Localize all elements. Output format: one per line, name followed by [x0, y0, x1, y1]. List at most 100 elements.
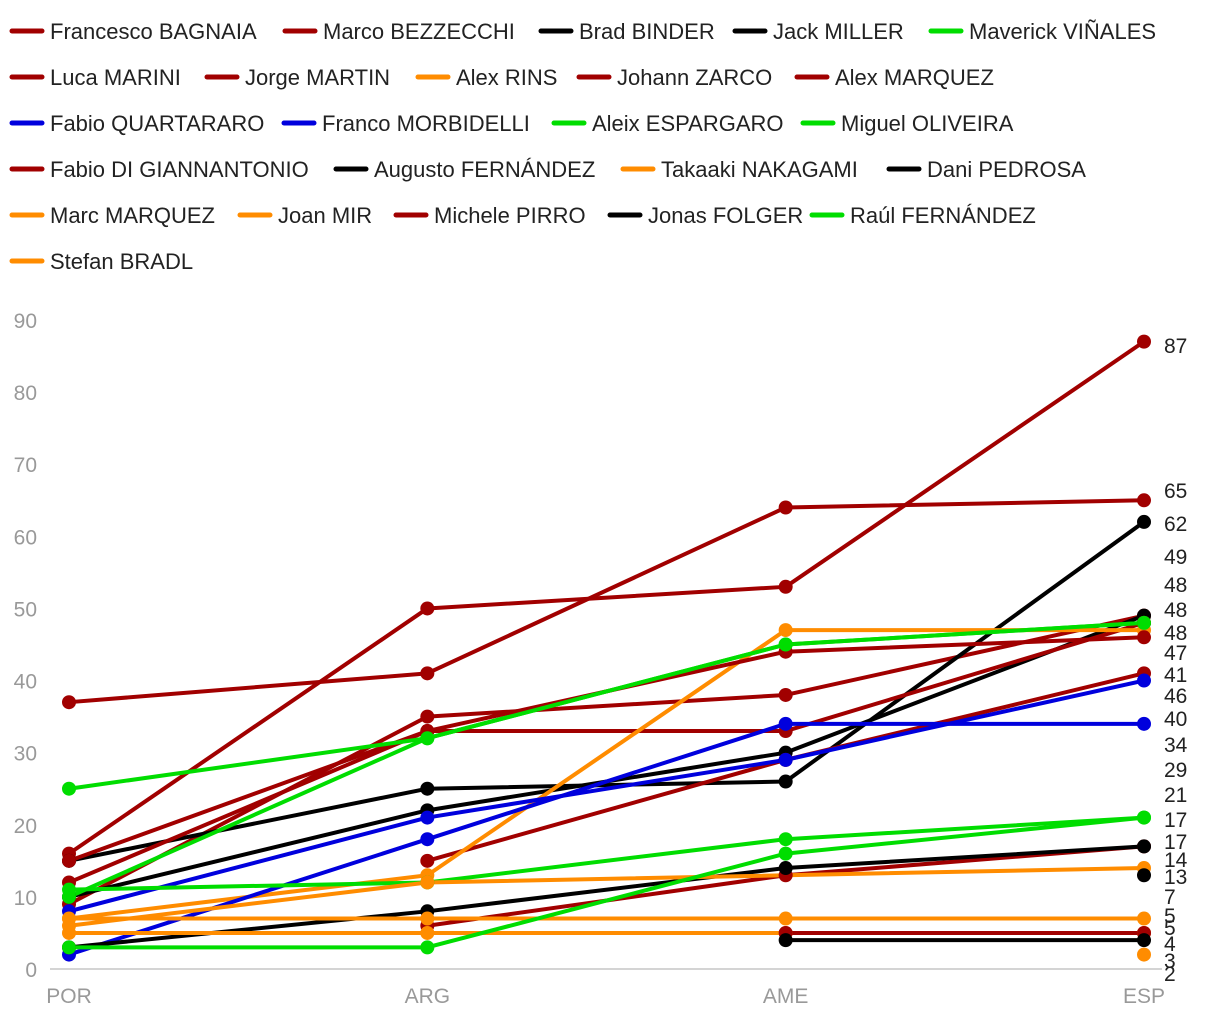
y-tick-label: 30	[14, 743, 37, 766]
data-point	[778, 846, 793, 861]
legend-label: Maverick VIÑALES	[969, 19, 1156, 44]
legend-label: Jack MILLER	[773, 19, 904, 44]
data-point	[778, 579, 793, 594]
data-point	[420, 911, 435, 926]
end-value-label: 7	[1164, 886, 1176, 909]
series-line	[67, 498, 1146, 705]
legend-label: Fabio QUARTARARO	[50, 111, 264, 136]
data-point	[778, 637, 793, 652]
y-tick-label: 10	[14, 887, 37, 910]
y-tick-label: 80	[14, 382, 37, 405]
y-tick-label: 90	[14, 310, 37, 333]
data-point	[778, 716, 793, 731]
data-point	[1137, 868, 1151, 883]
legend-label: Marco BEZZECCHI	[323, 19, 515, 44]
series-line	[67, 815, 1146, 892]
data-point	[62, 853, 76, 868]
data-point	[420, 666, 435, 681]
data-point	[1137, 947, 1151, 962]
legend-label: Aleix ESPARGARO	[592, 111, 784, 136]
data-point	[1137, 630, 1151, 645]
data-point	[1137, 673, 1151, 688]
end-value-label: 40	[1164, 708, 1187, 731]
legend-label: Luca MARINI	[50, 65, 181, 90]
end-value-label: 46	[1164, 685, 1187, 708]
legend-label: Augusto FERNÁNDEZ	[374, 157, 595, 182]
data-point	[1137, 334, 1151, 349]
data-point	[1137, 911, 1151, 926]
legend-label: Joan MIR	[278, 203, 372, 228]
end-value-label: 2	[1164, 963, 1176, 986]
data-point	[1137, 716, 1151, 731]
y-tick-label: 0	[25, 959, 37, 982]
end-value-label: 14	[1164, 849, 1188, 872]
legend-label: Johann ZARCO	[617, 65, 772, 90]
y-tick-label: 50	[14, 598, 37, 621]
legend-label: Miguel OLIVEIRA	[841, 111, 1014, 136]
data-point	[62, 911, 76, 926]
legend-label: Alex RINS	[456, 65, 557, 90]
data-point	[1137, 615, 1151, 630]
end-value-label: 13	[1164, 866, 1187, 889]
data-point	[420, 853, 435, 868]
legend-label: Marc MARQUEZ	[50, 203, 215, 228]
data-point	[420, 875, 435, 890]
x-tick-label: POR	[46, 985, 92, 1008]
end-value-label: 62	[1164, 513, 1187, 536]
legend-label: Jonas FOLGER	[648, 203, 803, 228]
end-value-label: 65	[1164, 480, 1187, 503]
data-point	[1137, 933, 1151, 948]
legend-label: Michele PIRRO	[434, 203, 586, 228]
y-tick-label: 60	[14, 526, 37, 549]
data-point	[62, 925, 76, 940]
data-point	[778, 623, 793, 638]
x-axis: POR ARG AME ESP	[46, 968, 1165, 1008]
data-point	[420, 925, 435, 940]
data-point	[778, 832, 793, 847]
x-tick-label: ESP	[1123, 985, 1165, 1008]
data-point	[420, 601, 435, 616]
data-point	[62, 940, 76, 955]
x-tick-label: AME	[763, 985, 809, 1008]
legend-label: Dani PEDROSA	[927, 157, 1086, 182]
series-line	[67, 620, 1146, 863]
data-point	[420, 810, 435, 825]
legend-label: Francesco BAGNAIA	[50, 19, 257, 44]
end-value-label: 17	[1164, 831, 1187, 854]
series-line	[67, 678, 1146, 914]
data-point	[420, 781, 435, 796]
series-line	[67, 815, 1146, 950]
end-value-label: 3	[1164, 950, 1176, 973]
series-line	[67, 613, 1146, 907]
end-value-labels: 8765624948484847414640342921171714137554…	[1164, 335, 1188, 986]
data-point	[778, 911, 793, 926]
data-point	[62, 695, 76, 710]
data-point	[778, 774, 793, 789]
end-value-label: 29	[1164, 759, 1187, 782]
x-tick-label: ARG	[405, 985, 451, 1008]
end-value-label: 49	[1164, 546, 1187, 569]
data-point	[778, 933, 793, 948]
legend-label: Takaaki NAKAGAMI	[661, 157, 858, 182]
data-point	[778, 752, 793, 767]
end-value-label: 41	[1164, 664, 1187, 687]
end-value-label: 48	[1164, 622, 1187, 645]
end-value-label: 47	[1164, 642, 1187, 665]
data-point	[62, 882, 76, 897]
end-value-label: 4	[1164, 933, 1176, 956]
legend-label: Franco MORBIDELLI	[322, 111, 530, 136]
series-line	[67, 339, 1146, 856]
data-point	[778, 500, 793, 515]
data-point	[420, 832, 435, 847]
legend-label: Fabio DI GIANNANTONIO	[50, 157, 309, 182]
end-value-label: 17	[1164, 809, 1187, 832]
data-point	[420, 709, 435, 724]
data-point	[1137, 810, 1151, 825]
end-value-label: 87	[1164, 335, 1187, 358]
y-tick-label: 20	[14, 815, 37, 838]
series-line	[67, 635, 1146, 885]
legend-label: Alex MARQUEZ	[835, 65, 994, 90]
end-value-label: 48	[1164, 599, 1187, 622]
legend: Francesco BAGNAIA Marco BEZZECCHI Brad BIN…	[9, 19, 1156, 274]
series-line	[67, 844, 1146, 950]
